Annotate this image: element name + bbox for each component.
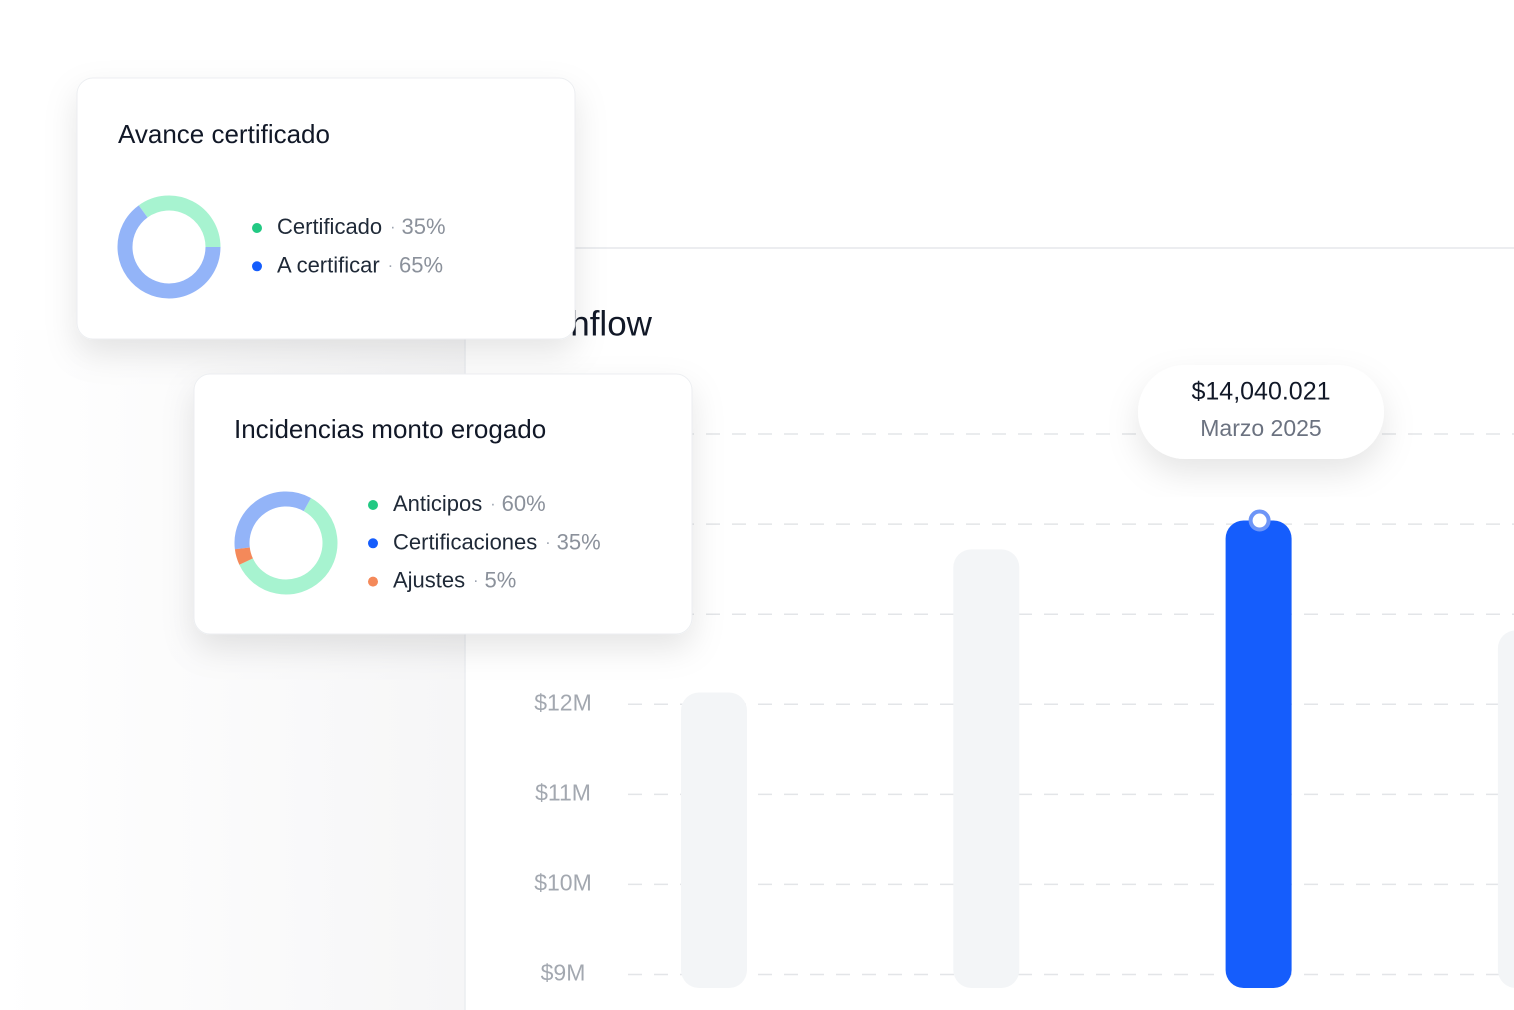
card: Avance certificado Certificado · 35% A cert… xyxy=(76,77,576,340)
legend-dot xyxy=(252,223,262,233)
y-tick-label: $9M xyxy=(541,960,586,986)
legend-entry: Certificaciones · 35% xyxy=(393,529,601,554)
legend-entry: Anticipos · 60% xyxy=(393,491,546,516)
donut-segment xyxy=(234,547,254,565)
legend-entry: Ajustes · 5% xyxy=(393,567,516,592)
legend-value: 65% xyxy=(399,252,443,277)
legend-dot xyxy=(368,500,378,510)
legend-separator: · xyxy=(490,496,495,513)
donut-segment xyxy=(138,195,221,248)
card-title: Incidencias monto erogado xyxy=(234,414,546,444)
y-tick-label: $12M xyxy=(534,689,592,715)
donut-segment xyxy=(234,491,311,550)
legend-label: Certificaciones xyxy=(393,529,537,554)
card: Incidencias monto erogado Anticipos · 60% C… xyxy=(193,373,693,635)
legend-value: 35% xyxy=(557,529,601,554)
legend-dot xyxy=(252,261,262,272)
bar xyxy=(1497,630,1514,988)
legend-separator: · xyxy=(473,573,478,590)
legend-separator: · xyxy=(390,219,395,236)
tooltip: $14,040.021 Marzo 2025 xyxy=(1138,365,1384,459)
card-title: Avance certificado xyxy=(118,119,330,149)
legend-entry: Certificado · 35% xyxy=(277,214,446,239)
legend-dot xyxy=(368,576,378,587)
bar xyxy=(953,549,1020,988)
donut-segment xyxy=(117,205,221,299)
legend-dot xyxy=(368,538,378,549)
bar-marker xyxy=(1248,509,1271,532)
bar xyxy=(681,692,747,988)
tooltip-bg xyxy=(1138,365,1384,459)
bar xyxy=(1225,520,1292,988)
legend-value: 60% xyxy=(502,491,546,516)
legend-entry: A certificar · 65% xyxy=(277,252,443,277)
y-tick-label: $10M xyxy=(534,869,592,895)
legend-label: Certificado xyxy=(277,214,382,239)
legend-separator: · xyxy=(388,258,393,275)
legend-value: 5% xyxy=(484,567,516,592)
tooltip-value: $14,040.021 xyxy=(1191,378,1330,406)
donut-segment xyxy=(239,497,338,595)
legend-label: A certificar xyxy=(277,252,380,277)
tooltip-category: Marzo 2025 xyxy=(1200,415,1321,441)
legend-separator: · xyxy=(545,535,550,552)
legend-label: Ajustes xyxy=(393,567,465,592)
y-tick-label: $11M xyxy=(535,779,591,805)
legend-value: 35% xyxy=(401,214,445,239)
legend-label: Anticipos xyxy=(393,491,482,516)
